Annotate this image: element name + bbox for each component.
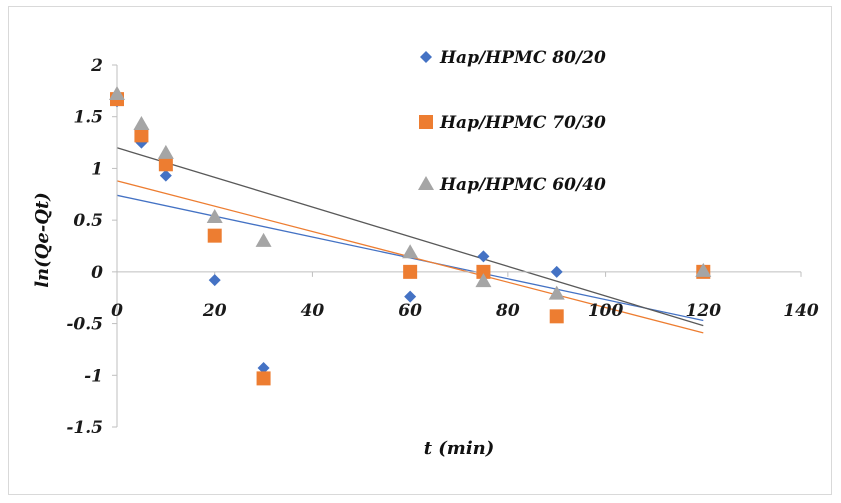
legend-label: Hap/HPMC 60/40 xyxy=(439,175,606,195)
y-tick-label: -1.5 xyxy=(66,418,103,438)
chart-frame xyxy=(8,6,832,495)
data-point xyxy=(134,128,149,143)
data-point xyxy=(402,244,419,259)
x-tick-label: 60 xyxy=(398,301,422,321)
y-tick-label: 0.5 xyxy=(73,211,103,231)
y-tick-label: 2 xyxy=(90,56,103,76)
y-tick-label: 1.5 xyxy=(73,108,103,128)
legend-label: Hap/HPMC 80/20 xyxy=(439,48,606,68)
legend-marker xyxy=(420,51,432,63)
data-point xyxy=(550,265,563,278)
x-tick-label: 140 xyxy=(783,301,819,321)
data-point xyxy=(257,362,270,375)
data-point xyxy=(256,371,271,386)
legend-marker xyxy=(419,115,433,129)
data-point xyxy=(548,285,565,300)
legend-label: Hap/HPMC 70/30 xyxy=(439,113,606,133)
legend-item: Hap/HPMC 70/30 xyxy=(419,113,606,133)
data-point xyxy=(109,85,125,100)
trendline xyxy=(116,147,704,327)
data-point xyxy=(157,144,174,159)
x-tick-label: 20 xyxy=(202,301,227,321)
data-point xyxy=(255,232,272,247)
y-tick-label: 0 xyxy=(91,263,103,283)
tick-labels: 2 1.5 1 0.5 0 -0.5 -1 -1.5 0 20 40 60 80 100 120 140 xyxy=(66,56,819,438)
legend: Hap/HPMC 80/20 Hap/HPMC 70/30 Hap/HPMC 60/… xyxy=(418,48,606,195)
y-tick-label: -0.5 xyxy=(66,315,103,335)
data-point xyxy=(695,262,712,277)
x-axis-title: t (min) xyxy=(424,438,495,459)
x-tick-label: 100 xyxy=(588,301,624,321)
data-point xyxy=(208,274,221,287)
data-point xyxy=(207,228,222,243)
data-point xyxy=(159,169,172,182)
y-tick-label: 1 xyxy=(91,159,103,179)
data-point xyxy=(404,290,417,303)
data-point xyxy=(403,264,418,279)
legend-item: Hap/HPMC 80/20 xyxy=(420,48,606,68)
data-point xyxy=(475,273,492,288)
x-tick-label: 0 xyxy=(111,301,123,321)
data-point xyxy=(477,250,490,263)
data-point xyxy=(476,264,491,279)
x-tick-label: 120 xyxy=(686,301,722,321)
legend-marker xyxy=(418,176,434,190)
y-axis-title: ln(Qe-Qt) xyxy=(32,192,53,288)
data-point xyxy=(549,309,564,324)
x-tick-label: 40 xyxy=(301,301,325,321)
axes xyxy=(112,64,802,428)
y-tick-label: -1 xyxy=(84,366,103,386)
data-point xyxy=(206,209,223,224)
legend-item: Hap/HPMC 60/40 xyxy=(418,175,606,195)
x-tick-label: 80 xyxy=(495,301,520,321)
data-point xyxy=(133,115,150,130)
data-points xyxy=(109,85,712,386)
data-point xyxy=(158,157,173,172)
